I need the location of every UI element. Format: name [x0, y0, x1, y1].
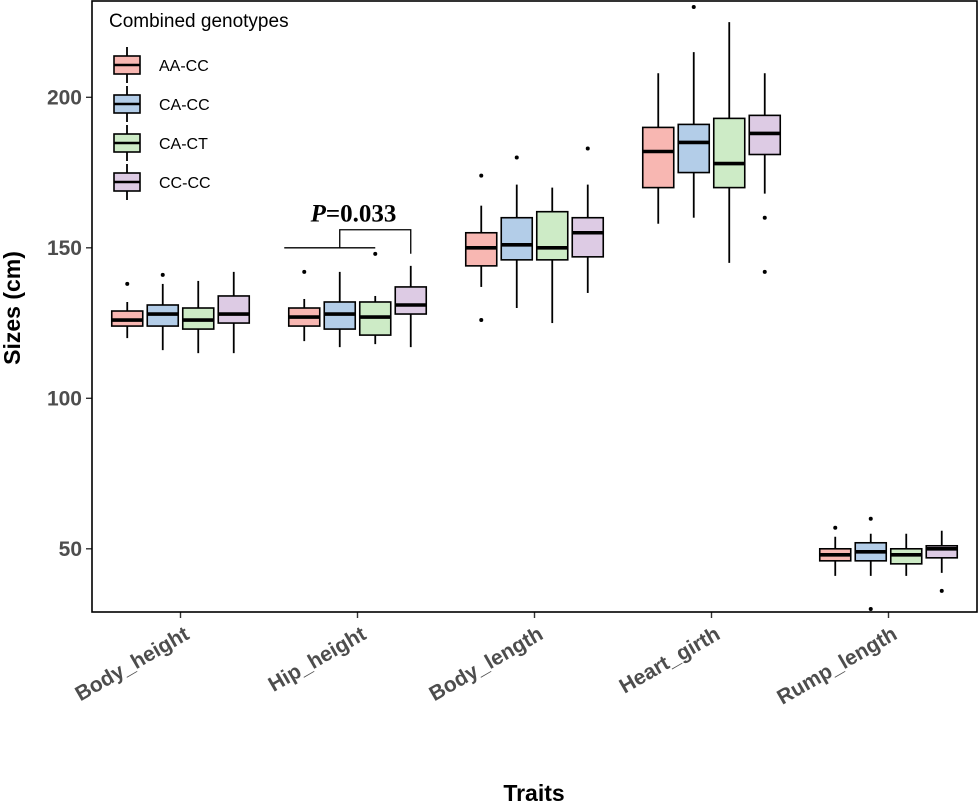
- box-CA-CT-Body_length: [535, 187, 569, 324]
- outlier-point: [514, 155, 519, 160]
- outlier-point: [833, 525, 838, 530]
- x-tick-label: Heart_girth: [615, 622, 724, 698]
- legend-label: CA-CT: [159, 136, 208, 153]
- legend-label: AA-CC: [159, 58, 209, 75]
- outlier-point: [868, 516, 873, 521]
- box-CA-CT-Body_height: [181, 280, 215, 354]
- box-body: [712, 117, 746, 189]
- box-layer: [110, 5, 959, 611]
- p-symbol: P: [310, 201, 327, 228]
- box-body: [641, 126, 675, 189]
- x-axis-title: Traits: [503, 780, 564, 805]
- outlier-point: [762, 215, 767, 220]
- box-AA-CC-Hip_height: [287, 269, 321, 342]
- p-value-label: P=0.033: [310, 201, 397, 228]
- outlier-point: [762, 269, 767, 274]
- outlier-point: [479, 173, 484, 178]
- p-value: =0.033: [326, 201, 397, 228]
- box-CA-CC-Heart_girth: [677, 5, 711, 218]
- box-CC-CC-Body_height: [217, 271, 251, 354]
- outlier-point: [691, 5, 696, 10]
- outlier-point: [585, 146, 590, 151]
- box-body: [571, 216, 605, 258]
- y-tick-marks: [86, 96, 890, 618]
- legend-item-AA-CC: AA-CC: [113, 47, 209, 83]
- y-tick-label: 200: [47, 86, 82, 109]
- box-body: [394, 286, 428, 315]
- box-AA-CC-Body_length: [464, 173, 498, 323]
- plot-panel-border: [91, 0, 978, 613]
- box-CA-CT-Heart_girth: [712, 22, 746, 263]
- y-tick-label: 150: [47, 237, 82, 260]
- legend-item-CA-CT: CA-CT: [113, 125, 208, 161]
- box-CC-CC-Heart_girth: [748, 73, 782, 274]
- y-tick-label: 100: [47, 387, 82, 410]
- outlier-point: [302, 269, 307, 274]
- x-tick-label: Body_height: [71, 622, 193, 706]
- box-CC-CC-Rump_length: [925, 530, 959, 593]
- box-body: [500, 216, 534, 261]
- outlier-point: [160, 272, 165, 277]
- outlier-point: [939, 588, 944, 593]
- y-tick-label: 50: [59, 538, 82, 561]
- x-tick-label: Rump_length: [773, 622, 901, 709]
- box-CA-CT-Hip_height: [358, 251, 392, 345]
- legend-item-CA-CC: CA-CC: [113, 86, 210, 122]
- box-CA-CT-Rump_length: [889, 533, 923, 576]
- y-axis-title: Sizes (cm): [0, 251, 25, 365]
- annotation-layer: P=0.033: [284, 201, 412, 254]
- x-tick-label: Hip_height: [265, 622, 370, 696]
- box-CA-CC-Body_length: [500, 155, 534, 309]
- box-AA-CC-Rump_length: [818, 525, 852, 576]
- box-CC-CC-Body_length: [571, 146, 605, 293]
- outlier-point: [479, 318, 484, 323]
- legend-item-CC-CC: CC-CC: [113, 164, 211, 200]
- box-CA-CC-Hip_height: [323, 271, 357, 348]
- box-AA-CC-Body_height: [110, 281, 144, 339]
- legend-title: Combined genotypes: [109, 11, 289, 32]
- box-AA-CC-Heart_girth: [641, 73, 675, 224]
- legend-label: CC-CC: [159, 175, 211, 192]
- box-CA-CC-Rump_length: [854, 516, 888, 611]
- outlier-point: [868, 606, 873, 611]
- outlier-point: [125, 281, 130, 286]
- box-body: [535, 210, 569, 261]
- y-tick-labels: 50 100 150 200: [47, 86, 82, 560]
- box-body: [677, 123, 711, 174]
- box-CA-CC-Body_height: [146, 272, 180, 351]
- legend-label: CA-CC: [159, 97, 210, 114]
- box-CC-CC-Hip_height: [394, 265, 428, 348]
- significance-bracket: [339, 229, 412, 254]
- x-tick-label: Body_length: [425, 622, 547, 706]
- outlier-point: [373, 251, 378, 256]
- box-body: [217, 295, 251, 324]
- x-tick-labels: Body_height Hip_height Body_length Heart_gi…: [71, 622, 901, 709]
- legend: Combined genotypes AA-CC CA-CC CA-CT CC-CC: [109, 11, 289, 200]
